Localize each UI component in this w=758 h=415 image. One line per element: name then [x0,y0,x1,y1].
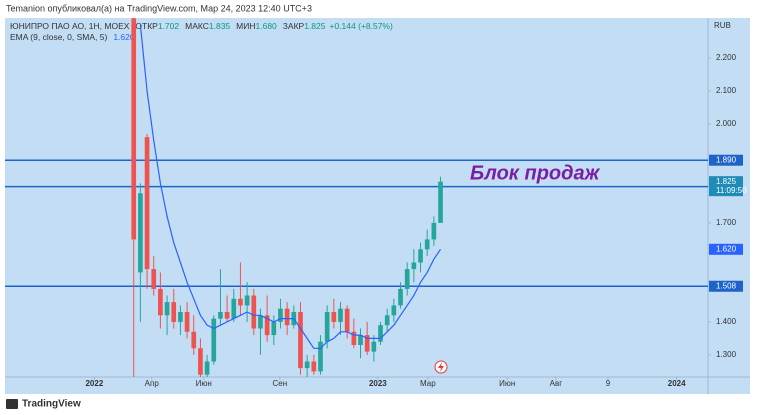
ohlc-label: МАКС [185,21,209,31]
candle-body [211,318,217,362]
candle-body [398,288,403,306]
indicator-line: EMA (9, close, 0, SMA, 5) 1.620 [10,32,135,42]
plot-area [5,18,708,377]
candle-body [298,311,303,369]
brand: TradingView [22,399,81,410]
x-tick-label: 2022 [85,379,103,388]
candle-body [378,325,383,342]
candle-body [391,305,397,316]
x-tick-label: Июн [196,379,212,388]
x-tick-label: 2023 [369,379,387,388]
ohlc-label: ЗАКР [283,21,305,31]
candle-body [191,331,197,349]
event-icon-bolt [438,362,444,372]
candle-body [351,331,357,345]
level-label: 1.508 [716,281,737,290]
candle-body [264,315,270,336]
legend: ЮНИПРО ПАО АО, 1Н, MOEX ОТКР1.702 МАКС1.83… [10,21,393,42]
x-tick-label: Авг [550,379,563,388]
x-tick-label: 2024 [668,379,686,388]
candle-body [171,302,177,322]
caption: Temanion опубликовал(а) на TradingView.c… [6,3,312,13]
candle-body [131,18,137,240]
candle-body [238,298,243,306]
y-tick-label: 2.200 [716,53,737,62]
ohlc-value: 1.835 [209,21,231,31]
candle-body [344,308,350,332]
candle-body [431,222,437,240]
candle-body [271,321,277,336]
candle-body [318,341,323,372]
legend-line: ЮНИПРО ПАО АО, 1Н, MOEX ОТКР1.702 МАКС1.83… [10,21,393,31]
level-label: 1.890 [716,155,737,164]
candle-body [151,269,157,289]
annotation: Блок продаж [470,162,601,184]
y-tick-label: 2.000 [716,119,737,128]
candle-body [284,308,290,326]
y-tick-label: 1.400 [716,317,737,326]
y-tick-label: 2.100 [716,86,737,95]
ohlc-value: 1.702 [158,21,180,31]
candle-body [204,361,210,375]
candle-body [371,341,377,352]
candle-body [231,298,237,319]
indicator-value: 1.620 [113,32,135,42]
x-tick-label: Июн [499,379,515,388]
candle-body [144,137,150,270]
indicator: EMA (9, close, 0, SMA, 5) [10,32,107,42]
x-tick-label: Сен [272,379,287,388]
candle-body [158,288,163,316]
candle-body [384,315,390,326]
candle-body [324,311,330,342]
brand-logo [6,399,18,409]
y-tick-label: 1.300 [716,350,737,359]
level-label-box [709,280,743,292]
candle-body [184,311,190,332]
candle-body [331,311,337,322]
ohlc-value: 1.825 [304,21,326,31]
candle-body [178,311,183,322]
candle-body [304,361,310,369]
change: +0.144 (+8.57%) [330,21,393,31]
chart-panel [5,18,750,394]
candle-body [278,308,283,322]
ema-line [139,24,442,349]
candle-body [244,295,250,306]
candle-body [258,315,263,329]
last-price-label-countdown: 11:09:50 [716,186,747,195]
candle-body [224,311,230,319]
last-price-label: 1.825 [716,177,737,186]
candle-body [424,239,430,250]
candle-body [338,308,343,322]
candle-body [218,311,223,319]
candle-body [418,249,423,263]
candle-body [438,181,443,223]
last-price-label-box [709,176,743,197]
ohlc-value: 1.680 [256,21,278,31]
x-tick-label: Апр [145,379,160,388]
x-tick-label: 9 [606,379,611,388]
ohlc-label: МИН [236,21,255,31]
x-tick-label: Мар [420,379,436,388]
y-tick-label: 1.700 [716,218,737,227]
candle-body [364,335,370,352]
candle-body [251,295,257,329]
candle-body [311,361,317,372]
candle-body [138,193,143,273]
candle-body [404,269,410,289]
candle-body [164,302,170,316]
ema-label: 1.620 [716,244,737,253]
symbol: ЮНИПРО ПАО АО, 1Н, MOEX [10,21,130,31]
ohlc-label: ОТКР [135,21,158,31]
candle-body [358,335,363,345]
candle-body [411,262,417,270]
currency: RUB [714,21,731,30]
ema-label-box [709,243,743,255]
candle-body [198,348,203,375]
level-label-box [709,154,743,166]
